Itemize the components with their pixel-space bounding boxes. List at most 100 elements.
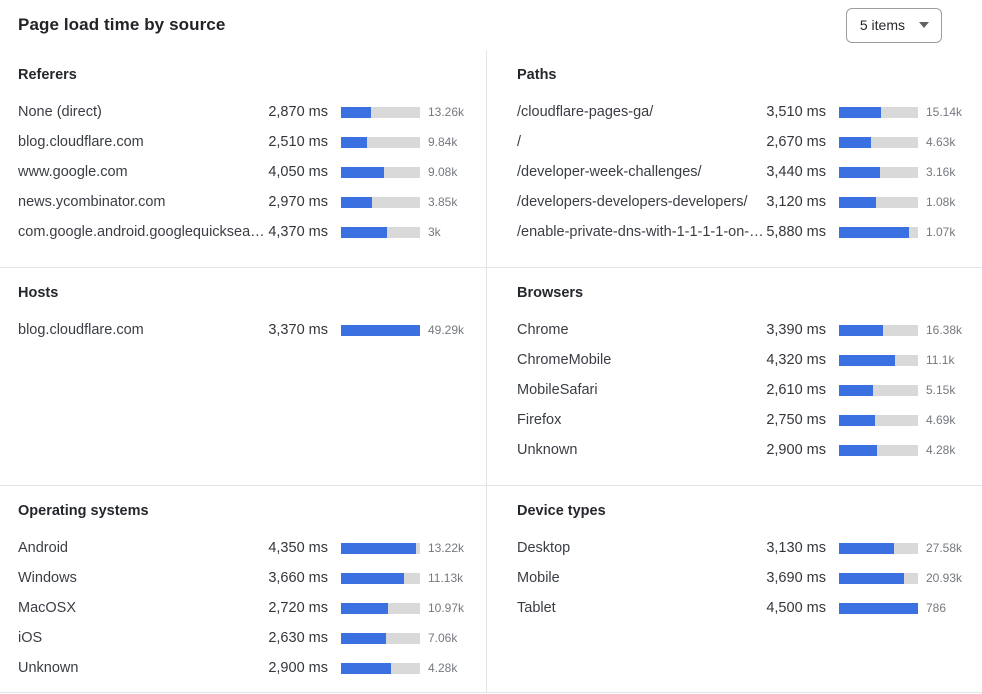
row-bar-fill	[839, 444, 877, 456]
row-bar-fill	[341, 226, 388, 238]
panel-rows: /cloudflare-pages-ga/3,510 ms 15.14k / 2,67…	[517, 97, 968, 247]
row-count: 13.22k	[428, 541, 465, 555]
row-bar-track	[839, 414, 918, 426]
row-count: 4.28k	[926, 443, 956, 457]
metric-row: /developers-developers-developers/3,120 …	[517, 187, 968, 217]
panel-operating-systems: Operating systems Android 4,350 ms 13.22k W…	[0, 485, 486, 692]
panel-rows: Desktop 3,130 ms 27.58k Mobile 3,690 ms 20.93…	[517, 533, 968, 623]
row-bar-fill	[839, 414, 875, 426]
row-label: Chrome	[517, 322, 569, 338]
row-label: news.ycombinator.com	[18, 194, 166, 210]
row-bar-fill	[839, 196, 877, 208]
row-label: None (direct)	[18, 104, 102, 120]
panel-browsers: Browsers Chrome 3,390 ms 16.38k ChromeMobil…	[486, 267, 982, 485]
row-label: Unknown	[18, 660, 79, 676]
metric-row: ChromeMobile 4,320 ms 11.1k	[517, 345, 968, 375]
row-label: MacOSX	[18, 600, 77, 616]
row-count: 9.84k	[428, 135, 458, 149]
row-bar-track	[341, 106, 420, 118]
metric-row: None (direct) 2,870 ms 13.26k	[18, 97, 470, 127]
card-header: Page load time by source 5 items	[0, 0, 982, 50]
panel-hosts: Hosts blog.cloudflare.com 3,370 ms 49.29k	[0, 267, 486, 485]
row-load-time: 3,120 ms	[766, 194, 826, 210]
panel-title: Paths	[517, 67, 557, 83]
metric-row: /enable-private-dns-with-1-1-1-1-on-… 5,8…	[517, 217, 968, 247]
row-label: Unknown	[517, 442, 578, 458]
row-label: MobileSafari	[517, 382, 598, 398]
row-bar-fill	[839, 384, 873, 396]
row-bar-track	[839, 226, 918, 238]
row-bar-fill	[341, 662, 391, 674]
row-label: Mobile	[517, 570, 560, 586]
panel-referers: Referers None (direct) 2,870 ms 13.26k blog…	[0, 50, 486, 267]
row-load-time: 4,350 ms	[268, 540, 328, 556]
row-load-time: 2,630 ms	[268, 630, 328, 646]
row-bar-track	[839, 166, 918, 178]
row-label: /cloudflare-pages-ga/	[517, 104, 654, 120]
row-bar-fill	[341, 632, 387, 644]
row-bar-fill	[839, 106, 881, 118]
metric-row: Unknown 2,900 ms 4.28k	[18, 653, 470, 683]
row-bar-fill	[341, 196, 373, 208]
panel-rows: Android 4,350 ms 13.22k Windows 3,660 ms 11.1…	[18, 533, 470, 683]
row-count: 4.69k	[926, 413, 956, 427]
row-label: Android	[18, 540, 68, 556]
row-load-time: 2,900 ms	[268, 660, 328, 676]
row-bar-track	[341, 602, 420, 614]
row-count: 27.58k	[926, 541, 963, 555]
row-bar-fill	[839, 324, 883, 336]
row-load-time: 4,500 ms	[766, 600, 826, 616]
metric-row: news.ycombinator.com 2,970 ms 3.85k	[18, 187, 470, 217]
metric-row: com.google.android.googlequicksearc… 4,37…	[18, 217, 470, 247]
row-count: 7.06k	[428, 631, 458, 645]
row-count: 786	[926, 601, 947, 615]
metric-row: MacOSX 2,720 ms 10.97k	[18, 593, 470, 623]
row-count: 3.85k	[428, 195, 458, 209]
row-bar-track	[341, 662, 420, 674]
row-bar-track	[341, 166, 420, 178]
row-count: 49.29k	[428, 323, 465, 337]
metric-row: Chrome 3,390 ms 16.38k	[517, 315, 968, 345]
row-label: blog.cloudflare.com	[18, 322, 144, 338]
row-count: 13.26k	[428, 105, 465, 119]
row-bar-fill	[341, 602, 388, 614]
row-label: iOS	[18, 630, 43, 646]
row-bar-track	[341, 226, 420, 238]
panels-grid: Referers None (direct) 2,870 ms 13.26k blog…	[0, 50, 982, 693]
row-bar-fill	[341, 324, 420, 336]
row-label: Windows	[18, 570, 77, 586]
row-count: 10.97k	[428, 601, 465, 615]
metric-row: Tablet 4,500 ms 786	[517, 593, 968, 623]
row-bar-track	[839, 196, 918, 208]
row-count: 3.16k	[926, 165, 956, 179]
row-load-time: 2,670 ms	[766, 134, 826, 150]
metric-row: Unknown 2,900 ms 4.28k	[517, 435, 968, 465]
items-count-dropdown[interactable]: 5 items	[845, 7, 942, 43]
metric-row: Firefox 2,750 ms 4.69k	[517, 405, 968, 435]
row-count: 20.93k	[926, 571, 963, 585]
row-label: /developer-week-challenges/	[517, 164, 702, 180]
metric-row: / 2,670 ms 4.63k	[517, 127, 968, 157]
metric-row: Mobile 3,690 ms 20.93k	[517, 563, 968, 593]
row-bar-track	[341, 542, 420, 554]
panel-title: Operating systems	[18, 503, 149, 519]
row-label: Firefox	[517, 412, 562, 428]
row-bar-fill	[341, 136, 368, 148]
row-bar-track	[839, 572, 918, 584]
page-title: Page load time by source	[18, 15, 226, 34]
row-bar-track	[839, 136, 918, 148]
row-load-time: 2,870 ms	[268, 104, 328, 120]
row-bar-fill	[839, 542, 894, 554]
row-load-time: 4,370 ms	[268, 224, 328, 240]
row-count: 4.28k	[428, 661, 458, 675]
metric-row: Windows 3,660 ms 11.13k	[18, 563, 470, 593]
items-count-dropdown-value: 5 items	[859, 17, 905, 33]
row-count: 1.07k	[926, 225, 956, 239]
panel-title: Hosts	[18, 285, 59, 301]
row-bar-fill	[839, 354, 895, 366]
row-load-time: 3,690 ms	[766, 570, 826, 586]
row-load-time: 4,050 ms	[268, 164, 328, 180]
row-load-time: 2,510 ms	[268, 134, 328, 150]
row-bar-track	[341, 196, 420, 208]
row-label: /	[517, 134, 522, 150]
